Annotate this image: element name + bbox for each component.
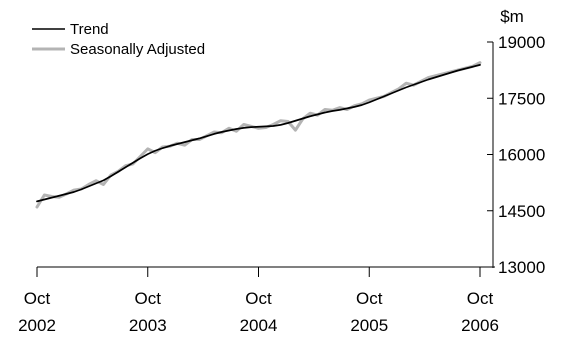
y-tick-label: 17500 <box>498 89 545 108</box>
x-tick-month-label: Oct <box>245 289 272 308</box>
x-tick-year-label: 2004 <box>240 316 278 335</box>
y-tick-label: 19000 <box>498 33 545 52</box>
x-tick-month-label: Oct <box>135 289 162 308</box>
y-ticks: 19000 17500 16000 14500 13000 <box>487 33 545 277</box>
series-layer <box>35 61 482 209</box>
y-tick-label: 16000 <box>498 146 545 165</box>
x-tick-year-label: 2003 <box>129 316 167 335</box>
x-ticks: Oct 2002 Oct 2003 Oct 2004 Oct 2005 Oct 2006 <box>18 267 499 335</box>
x-tick-month-label: Oct <box>356 289 383 308</box>
series-line-trend <box>36 64 481 203</box>
legend-label-trend: Trend <box>70 21 109 38</box>
x-tick-year-label: 2006 <box>461 316 499 335</box>
series-line-seasonally-adjusted <box>35 61 482 209</box>
y-axis-unit: $m <box>500 7 524 26</box>
y-tick-label: 13000 <box>498 258 545 277</box>
x-tick-month-label: Oct <box>24 289 51 308</box>
x-tick-year-label: 2002 <box>18 316 56 335</box>
legend-label-seasonally-adjusted: Seasonally Adjusted <box>70 41 205 58</box>
y-tick-label: 14500 <box>498 202 545 221</box>
x-tick-month-label: Oct <box>467 289 494 308</box>
x-tick-year-label: 2005 <box>350 316 388 335</box>
legend: Trend Seasonally Adjusted <box>32 21 205 58</box>
